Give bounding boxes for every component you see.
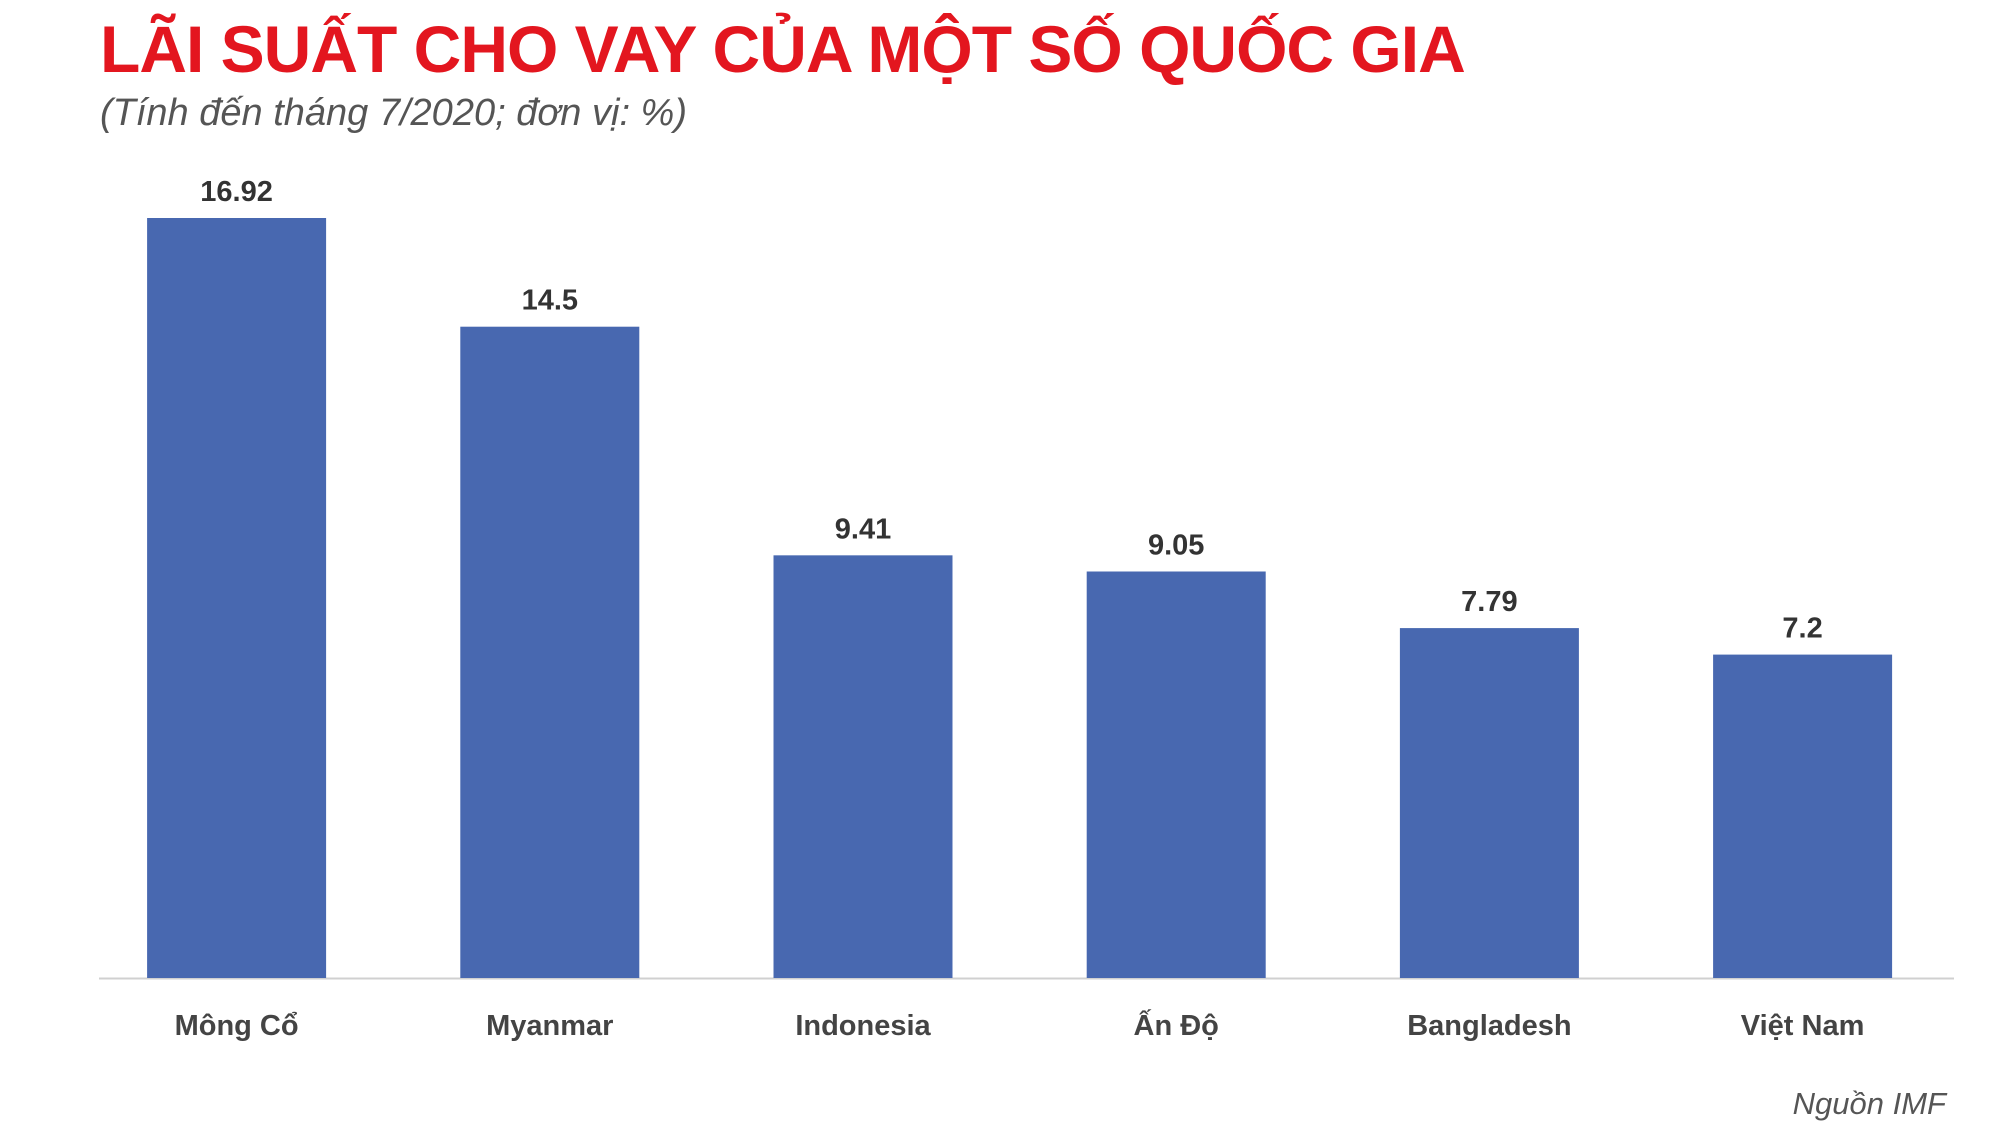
value-label: 9.41 <box>835 513 891 545</box>
x-tick-label: Ấn Độ <box>1134 1008 1219 1042</box>
bar <box>1713 654 1893 978</box>
bar <box>1399 628 1579 978</box>
value-label: 7.79 <box>1461 586 1517 618</box>
x-tick-label: Mông Cổ <box>175 1010 299 1042</box>
chart-subtitle: (Tính đến tháng 7/2020; đơn vị: %) <box>100 92 687 134</box>
value-label: 7.2 <box>1782 613 1822 645</box>
bar <box>147 218 327 978</box>
value-label: 14.5 <box>522 285 578 317</box>
source-note: Nguồn IMF <box>1793 1086 1948 1121</box>
x-tick-label: Myanmar <box>486 1010 613 1042</box>
chart-title: LÃI SUẤT CHO VAY CỦA MỘT SỐ QUỐC GIA <box>100 12 1465 86</box>
x-tick-label: Bangladesh <box>1407 1010 1571 1042</box>
bar <box>460 326 640 978</box>
value-label: 16.92 <box>200 176 273 208</box>
value-label: 9.05 <box>1148 529 1204 561</box>
x-tick-label: Việt Nam <box>1741 1010 1865 1042</box>
bar <box>1086 571 1266 978</box>
x-tick-label: Indonesia <box>795 1010 931 1042</box>
bar <box>773 555 953 978</box>
